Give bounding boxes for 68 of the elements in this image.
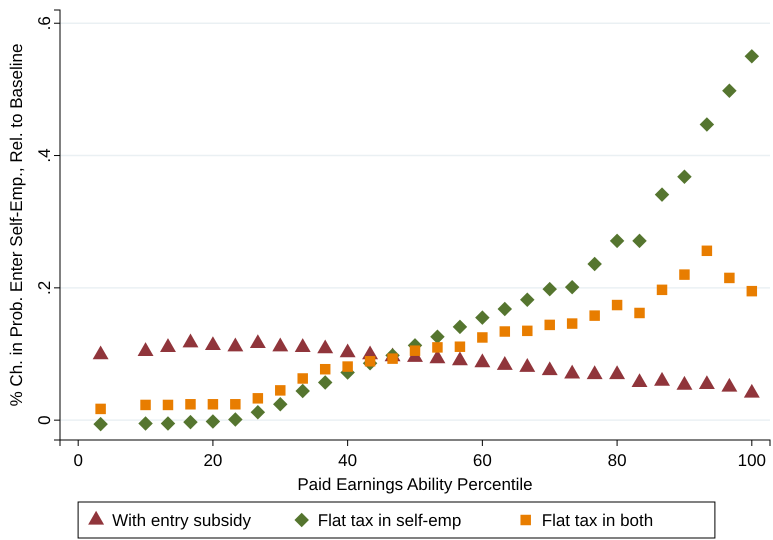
point (432, 342, 443, 353)
point (542, 282, 557, 296)
point (722, 83, 737, 98)
point (430, 330, 445, 344)
point (677, 169, 692, 184)
point (746, 286, 758, 296)
point (140, 400, 151, 410)
point (410, 345, 420, 356)
x-tick-label: 60 (472, 451, 492, 470)
point (744, 49, 760, 64)
point (230, 399, 241, 410)
point (634, 308, 645, 318)
point (610, 234, 624, 248)
point (452, 320, 468, 334)
point (228, 412, 243, 427)
point (95, 404, 106, 414)
point (342, 361, 353, 372)
point (250, 404, 266, 420)
point (273, 397, 288, 412)
point (589, 310, 600, 321)
point (364, 356, 376, 367)
y-axis-title: % Ch. in Prob. Enter Self-Emp., Rel. to Baseline (7, 44, 26, 406)
point (702, 246, 712, 256)
point (320, 364, 330, 374)
point (700, 117, 714, 132)
point (185, 399, 196, 410)
point (654, 187, 670, 202)
point (477, 332, 488, 343)
point (252, 393, 264, 404)
x-tick-label: 100 (738, 451, 766, 470)
point (162, 400, 174, 410)
point (208, 399, 218, 410)
point (318, 375, 332, 390)
point (612, 300, 622, 310)
point (564, 280, 580, 294)
point (520, 292, 535, 307)
point (566, 318, 578, 329)
point (500, 326, 510, 337)
point (632, 234, 647, 248)
point (93, 416, 108, 432)
point (544, 320, 555, 330)
x-axis-title: Paid Earnings Ability Percentile (297, 475, 533, 494)
point (724, 272, 735, 284)
point (475, 310, 490, 325)
point (656, 284, 668, 296)
x-tick-label: 80 (608, 451, 627, 470)
point (206, 414, 220, 429)
point (183, 414, 198, 430)
point (160, 416, 176, 431)
point (679, 269, 690, 280)
point (522, 326, 533, 336)
y-tick-label: .2 (35, 280, 54, 295)
point (498, 302, 512, 316)
point (138, 416, 153, 431)
legend-label: Flat tax in both (542, 511, 654, 530)
y-tick-label: .4 (35, 148, 54, 163)
y-tick-label: 0 (35, 415, 54, 425)
x-tick-label: 20 (203, 451, 222, 470)
x-tick-label: 40 (338, 451, 358, 470)
point (587, 256, 602, 272)
legend-label: With entry subsidy (112, 511, 252, 530)
x-tick-label: 0 (73, 451, 83, 470)
point (454, 341, 466, 352)
point (275, 385, 286, 396)
point (295, 384, 310, 398)
y-tick-label: .6 (35, 16, 54, 30)
point (297, 373, 308, 384)
legend-label: Flat tax in self-emp (318, 511, 462, 530)
